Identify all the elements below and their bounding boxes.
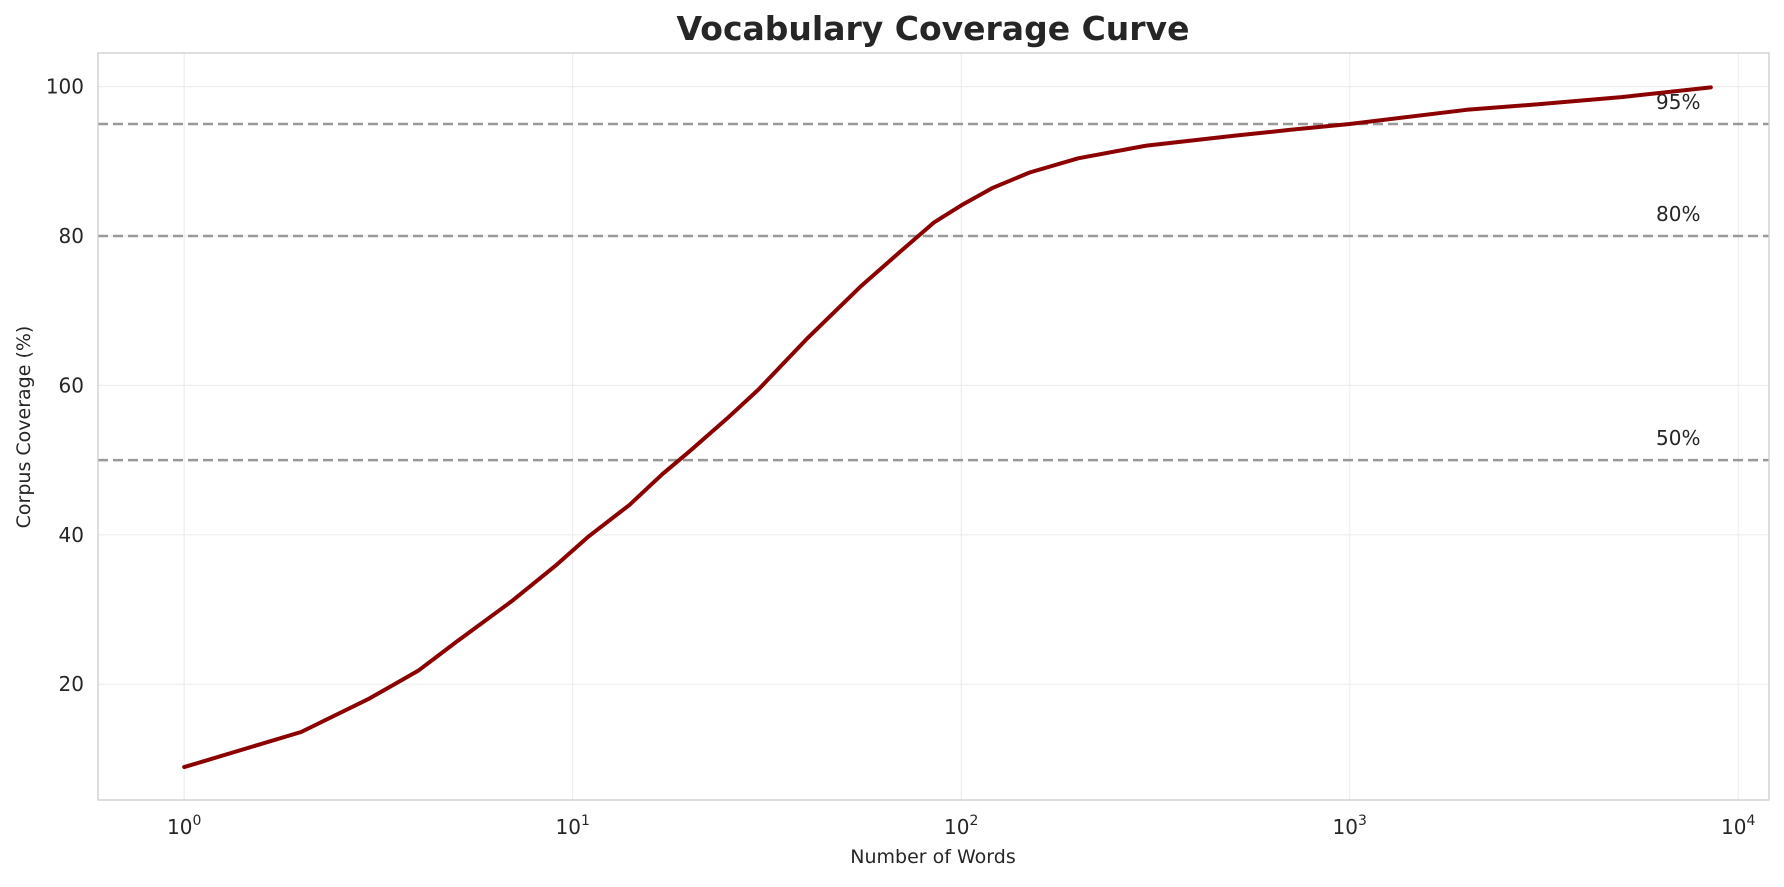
- y-tick-label: 80: [59, 224, 84, 248]
- x-tick-label: 102: [944, 813, 978, 839]
- x-tick-label: 101: [556, 813, 590, 839]
- x-tick-label: 104: [1721, 813, 1755, 839]
- y-tick-label: 60: [59, 373, 84, 397]
- chart-title: Vocabulary Coverage Curve: [677, 9, 1190, 48]
- y-tick-label: 20: [59, 672, 84, 696]
- series-layer: [182, 85, 1713, 770]
- plot-frame: [97, 52, 1770, 801]
- x-tick-labels: 100 101 102 103 104: [167, 813, 1755, 839]
- y-axis-label: Corpus Coverage (%): [13, 326, 35, 529]
- reference-line-label: 80%: [1656, 202, 1700, 226]
- y-tick-labels: 20 40 60 80 100: [46, 75, 84, 697]
- x-tick-label: 100: [167, 813, 201, 839]
- reference-lines: 95%80%50%: [98, 90, 1769, 462]
- x-axis-label: Number of Words: [850, 846, 1015, 868]
- x-tick-label: 103: [1333, 813, 1367, 839]
- grid-layer: [98, 53, 1769, 800]
- reference-line-label: 50%: [1656, 426, 1700, 450]
- coverage-curve: [182, 85, 1713, 770]
- y-tick-label: 100: [46, 75, 84, 99]
- y-tick-label: 40: [59, 523, 84, 547]
